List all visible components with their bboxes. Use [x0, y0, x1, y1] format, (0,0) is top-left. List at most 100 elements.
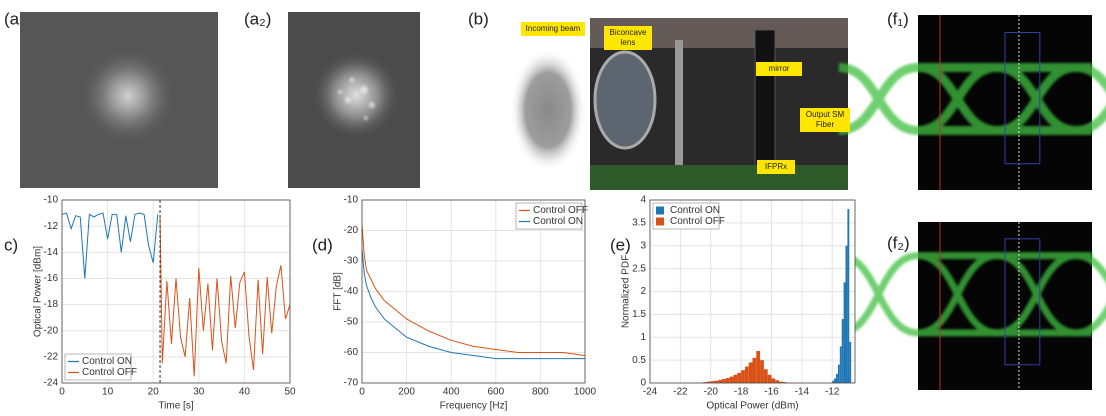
chart: c) -24 -22 -20 -18 -16 -14 -12 -10 0 10 20 30 40 50 Tim… — [4, 195, 296, 412]
x-tick-label: -22 — [673, 387, 688, 398]
eye-mask — [1004, 238, 1041, 366]
annotation: Biconcave lens — [604, 26, 652, 50]
line-series — [362, 248, 585, 360]
plot-area — [62, 200, 290, 383]
y-tick-label: -14 — [44, 247, 59, 258]
legend-label: Control ON — [82, 356, 132, 367]
x-tick-label: 200 — [398, 387, 415, 398]
hist-bar — [737, 372, 742, 383]
hist-bar — [763, 369, 768, 383]
y-tick-label: -22 — [44, 351, 59, 362]
hist-bar — [744, 366, 749, 383]
y-axis-label: FFT [dB] — [333, 272, 344, 311]
y-tick-label: -70 — [344, 378, 359, 389]
x-tick-label: 800 — [532, 387, 549, 398]
hist-bar — [729, 376, 734, 383]
x-tick-label: -16 — [764, 387, 779, 398]
panel-label: (b) — [468, 9, 489, 28]
hist-bar — [706, 381, 711, 383]
hist-bar — [845, 245, 848, 383]
x-tick-label: -24 — [643, 387, 658, 398]
lens — [593, 50, 657, 150]
hist-bar — [718, 379, 723, 383]
y-tick-label: 1.5 — [632, 309, 646, 320]
legend-swatch — [656, 206, 664, 215]
plot-frame — [61, 199, 291, 384]
eye-crossing — [996, 63, 1077, 135]
legend-box — [64, 353, 132, 381]
panel-label: (f₂) — [887, 233, 910, 252]
data-layer — [703, 209, 852, 383]
speckle — [338, 77, 375, 120]
panel-label: (a₂) — [244, 9, 271, 28]
hist-bar — [834, 378, 837, 383]
x-axis-label: Optical Power (dBm) — [706, 401, 798, 412]
eye-crossing — [1075, 252, 1106, 284]
x-tick-label: 600 — [487, 387, 504, 398]
legend-label: Control OFF — [82, 367, 137, 378]
x-axis-label: Time [s] — [158, 401, 193, 412]
hist-bar — [703, 382, 707, 383]
x-tick-label: 30 — [193, 387, 205, 398]
panel-label: c) — [4, 235, 18, 254]
eye-crossing — [996, 252, 1077, 337]
beam-spot — [80, 48, 176, 144]
y-tick-label: -10 — [344, 195, 359, 206]
plot-frame — [649, 199, 856, 384]
legend-box — [515, 202, 583, 230]
hist-bar — [756, 350, 761, 383]
x-tick-label: -14 — [795, 387, 810, 398]
hist-bar — [849, 341, 852, 383]
legend-label: Control ON — [670, 205, 720, 216]
y-tick-label: -60 — [344, 347, 359, 358]
y-tick-label: -30 — [344, 256, 359, 267]
y-tick-label: 1 — [640, 332, 646, 343]
y-tick-label: 4 — [640, 195, 646, 206]
y-tick-label: -20 — [344, 225, 359, 236]
annotation: Output SM Fiber — [800, 108, 850, 132]
hist-bar — [714, 380, 719, 383]
y-tick-label: 3 — [640, 240, 646, 251]
x-tick-label: 20 — [148, 387, 160, 398]
annotation: IFPRx — [757, 160, 795, 174]
hist-bar — [847, 209, 850, 383]
eye-crossing — [838, 63, 919, 135]
eye-crossing — [1075, 63, 1106, 93]
x-tick-label: 40 — [239, 387, 251, 398]
hist-bar — [782, 382, 787, 383]
panel-label: (d) — [312, 235, 333, 254]
y-tick-label: -12 — [44, 221, 59, 232]
legend-label: Control OFF — [533, 205, 588, 216]
eye-crossing — [917, 252, 998, 337]
x-tick-label: 10 — [102, 387, 114, 398]
x-tick-label: 0 — [59, 387, 65, 398]
annotation: mirror — [756, 62, 802, 76]
hist-bar — [832, 380, 835, 383]
data-layer — [62, 212, 290, 377]
hist-bar — [836, 373, 838, 383]
x-tick-label: 0 — [359, 387, 365, 398]
y-axis-label: Normalized PDF — [621, 255, 632, 328]
hist-bar — [843, 282, 846, 383]
x-tick-label: -12 — [825, 387, 840, 398]
hist-bar — [710, 381, 715, 383]
circuit-board — [590, 165, 848, 190]
data-layer — [362, 224, 585, 360]
eye-crossing — [917, 63, 998, 135]
y-tick-label: -10 — [44, 195, 59, 206]
hist-bar — [775, 380, 780, 383]
hist-bar — [760, 360, 764, 383]
panel-label: (f₁) — [887, 9, 909, 28]
chart: (e) 0 0.5 1 1.5 2 2.5 3 3.5 4 -24 -22 -20 -18 -16 -14 -1… — [610, 195, 856, 412]
line-series — [362, 224, 585, 357]
y-tick-label: 3.5 — [632, 218, 646, 229]
y-tick-label: 0.5 — [632, 355, 646, 366]
y-tick-label: -18 — [44, 299, 59, 310]
line-series — [159, 215, 290, 377]
chart: (d) -70 -60 -50 -40 -30 -20 -10 0 200 400 600 800 100… — [312, 195, 597, 412]
hist-bar — [725, 377, 730, 383]
incoming-beam — [510, 48, 586, 172]
hist-bar — [839, 346, 842, 383]
